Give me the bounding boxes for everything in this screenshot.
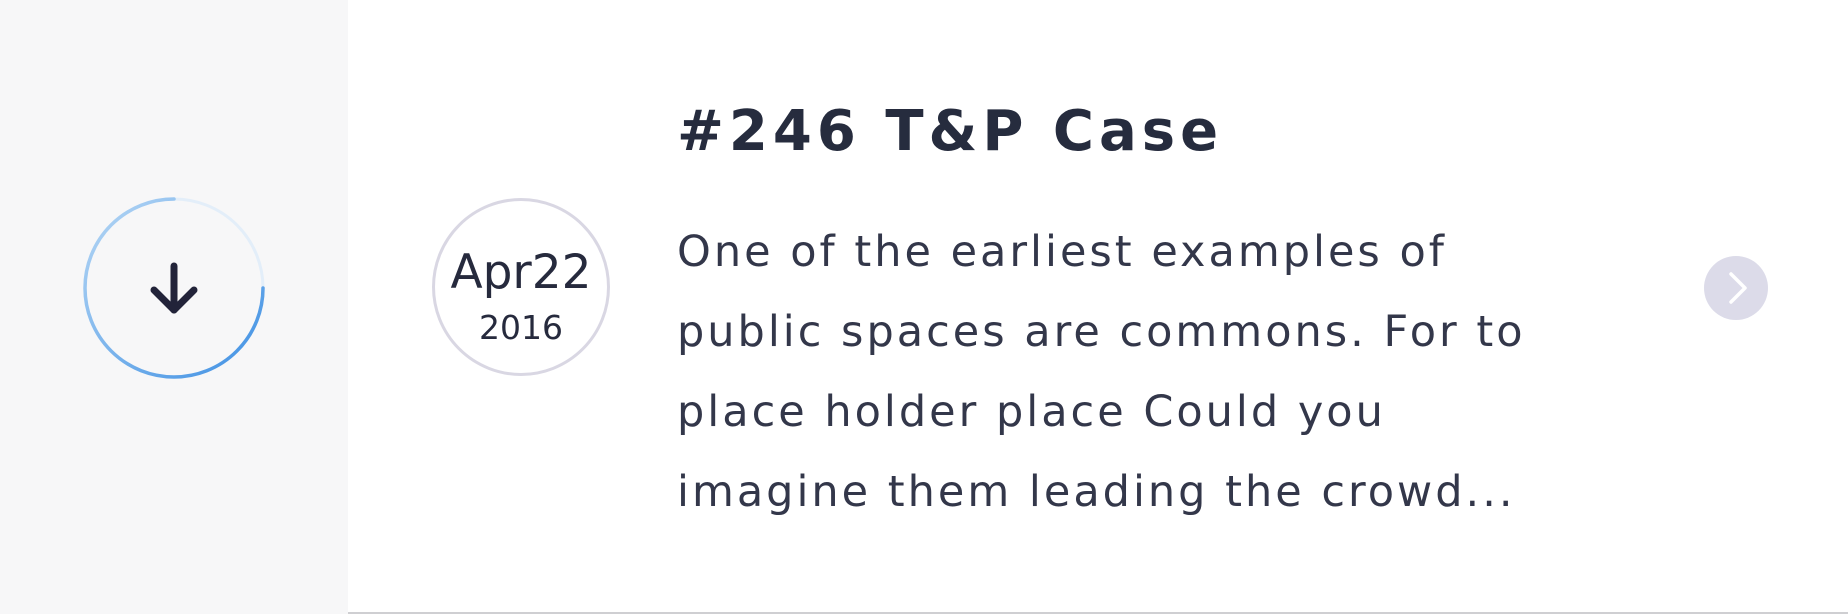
download-button[interactable] [82, 196, 266, 380]
chevron-right-icon [1729, 272, 1747, 304]
description-line: One of the earliest examples of [677, 227, 1447, 277]
date-year: 2016 [479, 308, 563, 347]
side-panel [0, 0, 348, 614]
description-line: place holder place Could you [677, 387, 1386, 437]
arrow-down-icon [150, 262, 198, 314]
next-button[interactable] [1704, 256, 1768, 320]
description-line: imagine them leading the crowd... [677, 467, 1516, 517]
date-day: Apr22 [450, 245, 592, 300]
progress-ring [83, 197, 265, 379]
post-title[interactable]: #246 T&P Case [677, 99, 1224, 164]
description-line: public spaces are commons. For to [677, 307, 1526, 357]
date-badge: Apr22 2016 [432, 198, 610, 376]
post-description: One of the earliest examples of public s… [677, 212, 1537, 532]
